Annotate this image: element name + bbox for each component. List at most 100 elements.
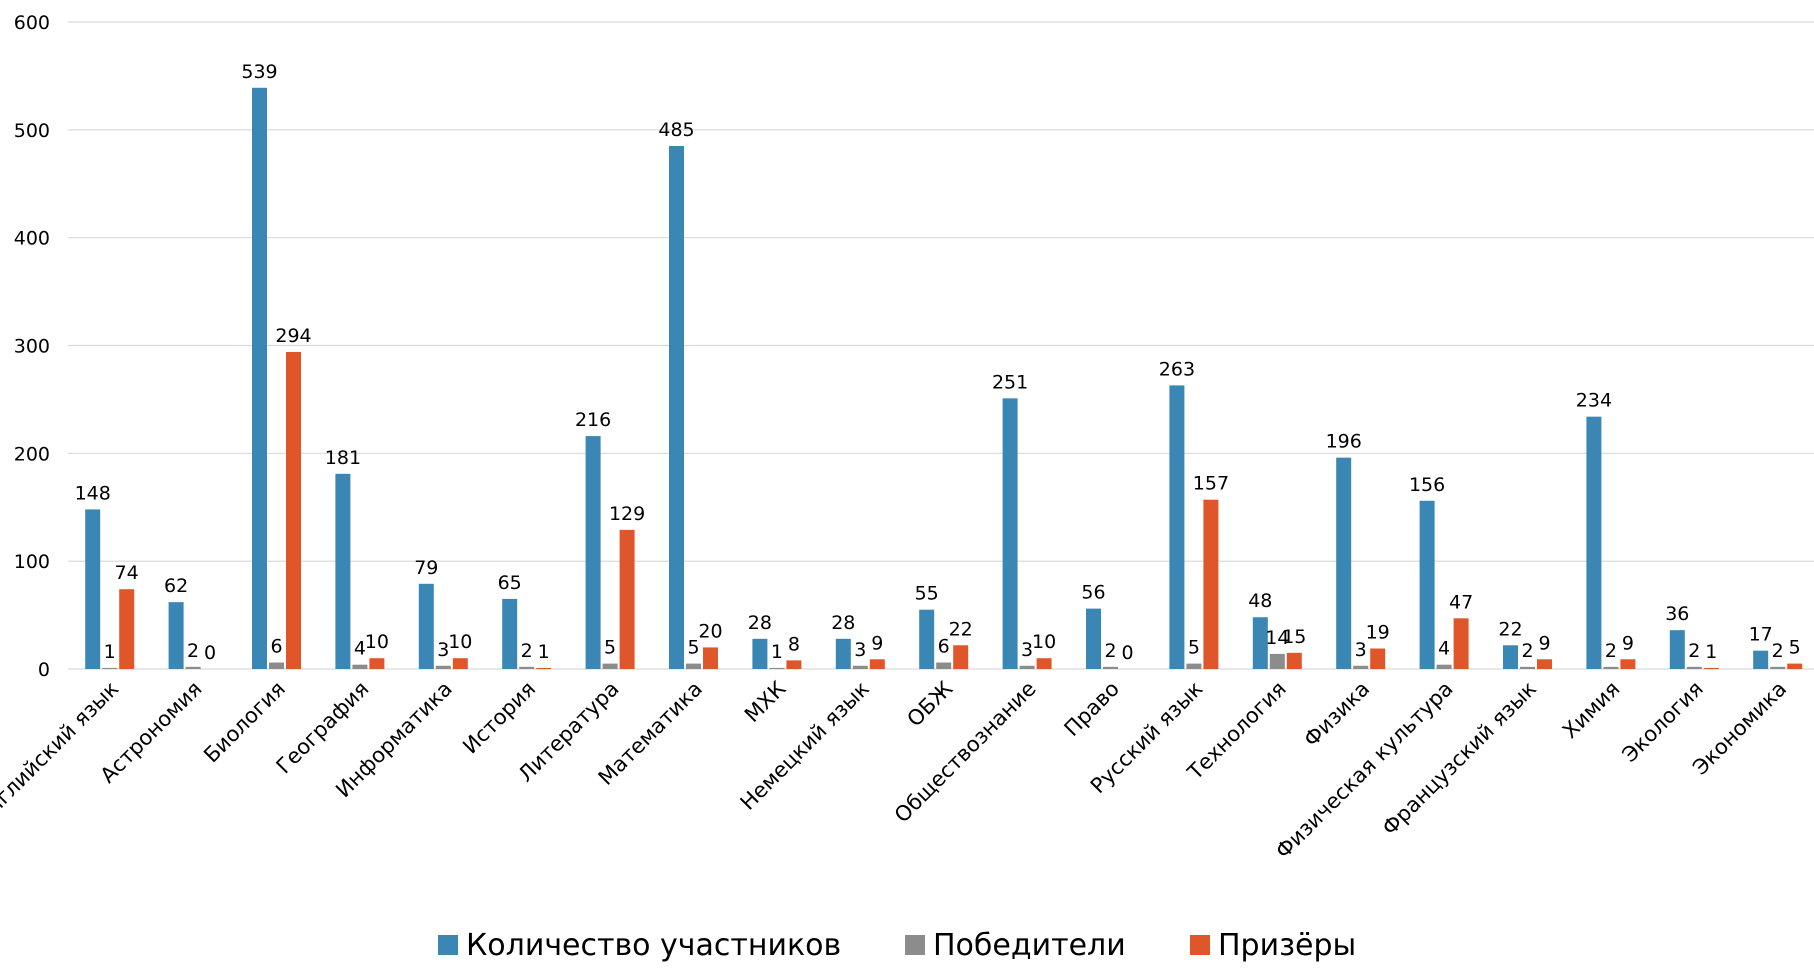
data-label: 10 — [1032, 631, 1056, 653]
y-tick-label: 100 — [14, 551, 50, 573]
data-label: 2 — [1104, 640, 1116, 662]
data-label: 28 — [748, 612, 772, 634]
legend-label: Количество участников — [466, 928, 841, 963]
data-label: 2 — [1605, 640, 1617, 662]
y-tick-label: 500 — [14, 120, 50, 142]
category-label: Обществознание — [890, 677, 1041, 828]
data-label: 56 — [1081, 582, 1105, 604]
data-label: 4 — [354, 638, 366, 660]
bar-participants — [85, 509, 101, 669]
bar-winners — [686, 663, 701, 669]
data-label: 1 — [104, 641, 116, 663]
data-label: 3 — [1021, 639, 1033, 661]
data-label: 2 — [1521, 640, 1533, 662]
data-label: 234 — [1576, 390, 1612, 412]
bar-prizewinners — [369, 658, 385, 669]
data-label: 294 — [275, 325, 311, 347]
data-label: 2 — [521, 640, 533, 662]
data-label: 6 — [938, 636, 950, 658]
bar-winners — [1603, 666, 1619, 669]
bar-prizewinners — [1286, 652, 1302, 669]
data-label: 28 — [831, 612, 855, 634]
data-label: 15 — [1282, 626, 1306, 648]
data-label: 129 — [609, 503, 645, 525]
bar-prizewinners — [1703, 667, 1719, 669]
bar-participants — [1086, 608, 1101, 669]
legend-swatch — [1190, 935, 1210, 955]
y-tick-label: 400 — [14, 228, 50, 250]
bar-prizewinners — [1453, 618, 1469, 669]
data-label: 65 — [498, 572, 522, 594]
bar-prizewinners — [619, 529, 635, 669]
bar-participants — [1503, 645, 1518, 669]
bar-participants — [168, 602, 184, 669]
bar-winners — [1436, 664, 1452, 669]
data-label: 0 — [204, 642, 216, 664]
data-label: 1 — [1705, 641, 1717, 663]
y-tick-label: 200 — [14, 443, 50, 465]
data-label: 216 — [575, 409, 611, 431]
data-label: 156 — [1409, 474, 1445, 496]
data-label: 6 — [270, 636, 282, 658]
data-label: 3 — [854, 639, 866, 661]
category-label: Французский язык — [1378, 677, 1541, 840]
category-label: Право — [1060, 677, 1125, 742]
data-label: 36 — [1665, 603, 1689, 625]
bar-prizewinners — [536, 667, 552, 669]
data-label: 5 — [1789, 637, 1801, 659]
bar-winners — [1770, 666, 1786, 669]
y-tick-label: 300 — [14, 336, 50, 358]
bar-winners — [269, 662, 284, 669]
bar-winners — [1520, 666, 1535, 669]
bar-winners — [102, 667, 118, 669]
data-label: 9 — [1538, 632, 1550, 654]
legend: Количество участников Победители Призёры — [438, 928, 1356, 963]
data-label: 4 — [1438, 638, 1450, 660]
data-label: 196 — [1326, 431, 1362, 453]
category-label: ОБЖ — [902, 676, 957, 731]
bar-participants — [1753, 650, 1769, 669]
bar-prizewinners — [1370, 648, 1386, 669]
bar-prizewinners — [869, 659, 885, 669]
data-label: 48 — [1248, 590, 1272, 612]
data-label: 1 — [538, 641, 550, 663]
data-label: 14 — [1265, 627, 1289, 649]
bar-winners — [1019, 665, 1035, 669]
bar-participants — [1586, 416, 1602, 669]
data-label: 181 — [325, 447, 361, 469]
legend-label: Призёры — [1218, 928, 1356, 963]
bar-winners — [1686, 666, 1702, 669]
bar-winners — [1269, 653, 1285, 669]
category-label: История — [458, 677, 540, 759]
bar-participants — [835, 638, 851, 669]
grid — [68, 21, 1814, 670]
y-tick-label: 0 — [38, 659, 50, 681]
data-label: 74 — [115, 562, 139, 584]
bar-participants — [1002, 398, 1018, 669]
data-label: 157 — [1193, 473, 1229, 495]
data-label: 5 — [604, 637, 616, 659]
bar-participants — [669, 146, 684, 670]
legend-swatch — [905, 935, 925, 955]
category-label: Физика — [1299, 677, 1374, 752]
data-label: 3 — [437, 639, 449, 661]
category-label: МХК — [740, 677, 791, 728]
bar-prizewinners — [286, 351, 301, 669]
bar-winners — [769, 667, 785, 669]
data-label: 148 — [75, 482, 111, 504]
bar-prizewinners — [452, 658, 468, 669]
bar-participants — [919, 609, 935, 669]
legend-label: Победители — [933, 928, 1126, 963]
data-label: 2 — [1688, 640, 1700, 662]
bar-prizewinners — [119, 589, 135, 669]
data-label: 10 — [365, 631, 389, 653]
bar-winners — [435, 665, 451, 669]
bar-winners — [185, 666, 201, 669]
bar-participants — [252, 87, 267, 670]
y-tick-label: 600 — [14, 12, 50, 34]
data-label: 22 — [1498, 618, 1522, 640]
legend-swatch — [438, 935, 458, 955]
category-label: Биология — [199, 677, 290, 768]
